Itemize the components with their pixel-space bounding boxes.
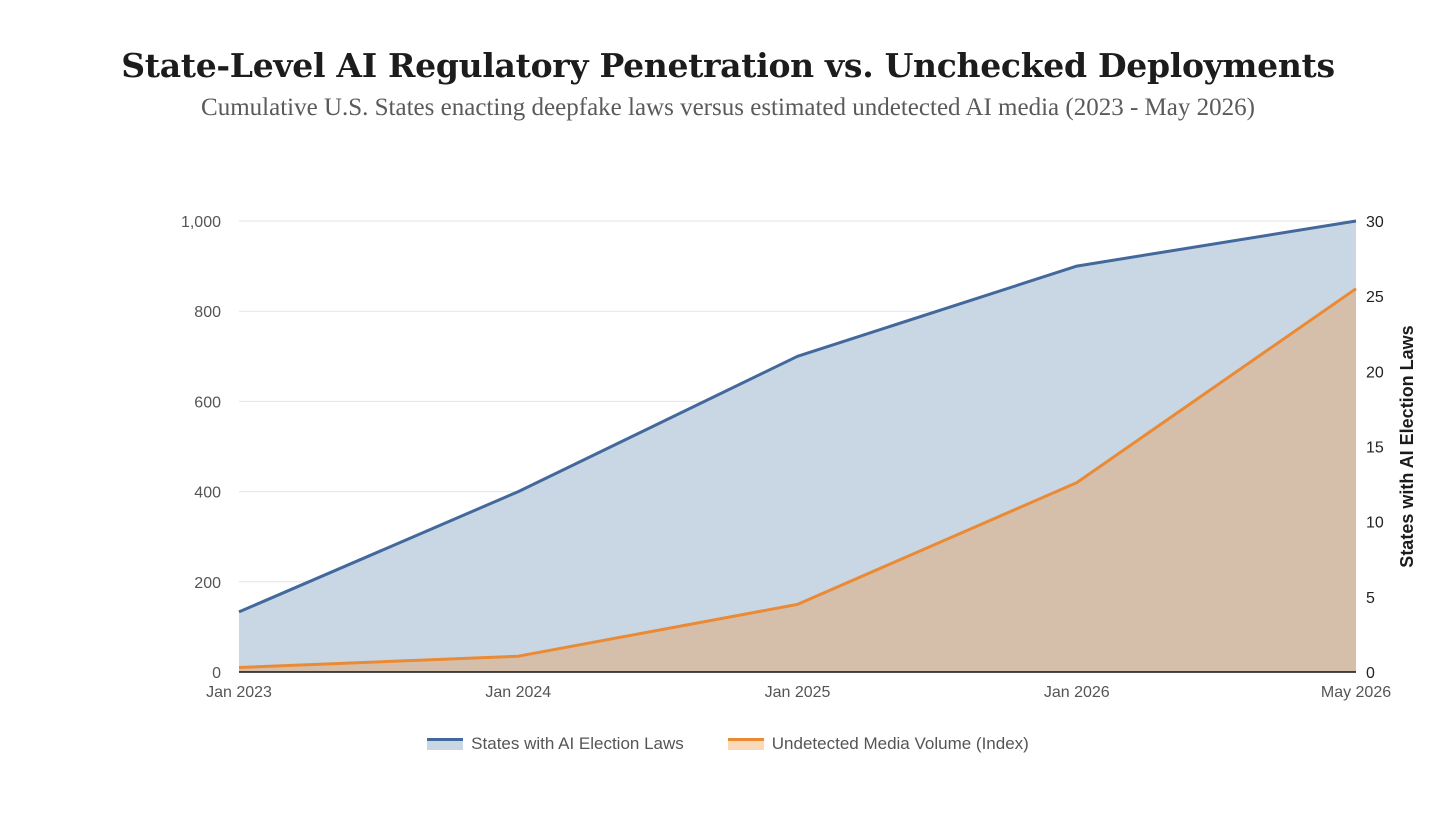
right-y-tick-label: 0 [1366, 665, 1375, 682]
left-y-axis: 0 200 400 600 800 1,000 [181, 214, 221, 682]
left-y-tick-label: 800 [194, 304, 221, 321]
legend-label-undetected-media: Undetected Media Volume (Index) [771, 734, 1029, 753]
right-y-tick-label: 15 [1366, 440, 1384, 457]
right-y-tick-label: 25 [1366, 289, 1384, 306]
left-y-tick-label: 600 [194, 394, 221, 411]
legend: States with AI Election Laws Undetected … [0, 734, 1456, 754]
right-y-tick-label: 30 [1366, 214, 1384, 231]
left-y-tick-label: 200 [194, 575, 221, 592]
legend-item-undetected-media[interactable]: Undetected Media Volume (Index) [727, 734, 1029, 754]
x-tick-label: Jan 2023 [206, 684, 272, 701]
chart-title: State-Level AI Regulatory Penetration vs… [121, 46, 1335, 85]
left-y-tick-label: 1,000 [181, 214, 221, 231]
legend-item-states-laws[interactable]: States with AI Election Laws [427, 734, 684, 754]
x-tick-label: Jan 2024 [485, 684, 551, 701]
x-tick-label: Jan 2026 [1044, 684, 1110, 701]
legend-label-states-laws: States with AI Election Laws [471, 734, 684, 753]
right-y-axis: 0 5 10 15 20 25 30 [1366, 214, 1384, 682]
x-axis: Jan 2023 Jan 2024 Jan 2025 Jan 2026 May 2026 [206, 671, 1391, 701]
chart-subtitle: Cumulative U.S. States enacting deepfake… [201, 94, 1255, 121]
right-y-tick-label: 5 [1366, 590, 1375, 607]
legend-swatch-undetected-media [727, 738, 764, 750]
right-y-tick-label: 20 [1366, 364, 1384, 381]
x-tick-label: May 2026 [1321, 684, 1391, 701]
right-y-tick-label: 10 [1366, 515, 1384, 532]
right-axis-title: States with AI Election Laws [1397, 325, 1417, 567]
series-lines [238, 219, 1357, 669]
series-areas [239, 221, 1356, 672]
legend-swatch-states-laws [427, 738, 464, 750]
left-y-tick-label: 400 [194, 485, 221, 502]
series-area-1 [239, 288, 1356, 672]
x-tick-label: Jan 2025 [765, 684, 831, 701]
left-y-tick-label: 0 [212, 665, 221, 682]
